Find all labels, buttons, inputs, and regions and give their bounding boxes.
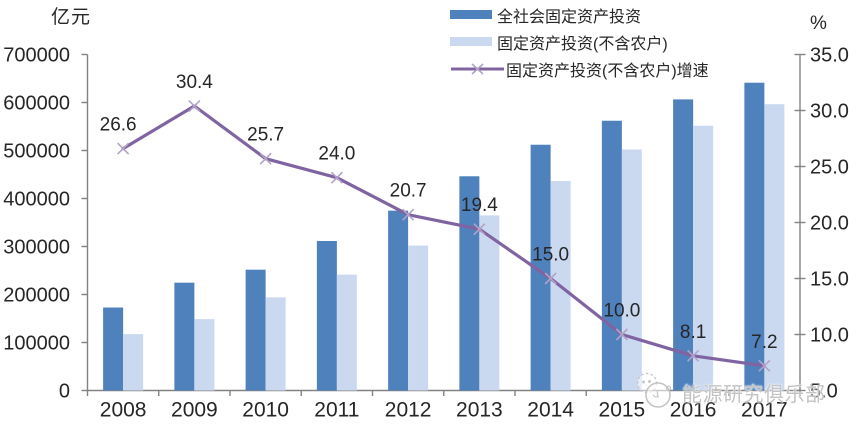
growth-data-label: 30.4 — [176, 72, 213, 93]
right-axis-tick-label: 35.0 — [810, 45, 849, 67]
growth-data-label: 7.2 — [751, 332, 777, 353]
legend-item-total-investment: 全社会固定资产投资 — [450, 1, 709, 28]
x-marker-icon — [402, 208, 415, 221]
x-marker-icon — [758, 359, 771, 372]
x-axis-label: 2011 — [314, 399, 359, 422]
growth-data-label: 24.0 — [318, 144, 355, 165]
bar-total — [601, 120, 622, 391]
x-axis-label: 2017 — [741, 399, 788, 422]
bar-ex-rural — [336, 274, 357, 391]
left-axis-tick-label: 0 — [59, 381, 70, 403]
bar-total — [103, 307, 124, 391]
right-axis-tick-label: 5.0 — [810, 381, 838, 403]
bar-ex-rural — [693, 125, 714, 391]
left-axis-tick-label: 700000 — [3, 45, 70, 67]
bar-ex-rural — [621, 149, 642, 391]
bar-ex-rural — [764, 104, 785, 391]
x-axis-label: 2012 — [385, 399, 432, 422]
bar-series-total — [103, 82, 765, 391]
bar-total — [459, 176, 480, 391]
x-marker-icon — [615, 328, 628, 341]
bar-ex-rural — [265, 297, 286, 391]
x-axis-label: 2014 — [527, 399, 574, 422]
right-axis-tick-label: 15.0 — [810, 269, 849, 291]
x-marker-icon — [473, 223, 486, 236]
x-marker-icon — [188, 99, 201, 113]
bar-total — [245, 269, 266, 391]
left-axis-tick-label: 300000 — [3, 237, 70, 259]
bar-total — [388, 210, 409, 391]
legend-marker-growth-line-icon — [451, 62, 504, 75]
bar-total — [744, 82, 765, 391]
growth-line — [121, 104, 766, 368]
right-axis-tick-label: 10.0 — [810, 325, 849, 347]
left-axis-tick-label: 500000 — [3, 141, 70, 163]
legend-label-ex-rural-investment: 固定资产投资(不含农户) — [497, 35, 668, 53]
legend-item-ex-rural-investment: 固定资产投资(不含农户) — [450, 28, 709, 55]
growth-data-label: 15.0 — [532, 245, 569, 266]
bar-ex-rural — [194, 319, 215, 391]
x-axis-label: 2008 — [100, 399, 147, 422]
left-axis-tick-label: 600000 — [3, 93, 70, 115]
legend-label-total-investment: 全社会固定资产投资 — [497, 8, 642, 26]
growth-data-label: 26.6 — [100, 115, 137, 136]
bar-total — [673, 99, 694, 391]
left-axis-tick-label: 100000 — [3, 333, 70, 355]
growth-data-label: 25.7 — [247, 125, 284, 146]
right-axis-tick-label: 30.0 — [810, 101, 849, 123]
growth-line-markers — [117, 99, 771, 372]
bar-ex-rural — [408, 245, 429, 391]
bar-ex-rural — [123, 334, 144, 391]
x-marker-icon — [117, 142, 130, 155]
right-axis-title: % — [810, 13, 827, 34]
left-axis-tick-label: 400000 — [3, 189, 70, 211]
bar-series-ex-rural — [123, 104, 785, 391]
left-axis-title: 亿元 — [51, 7, 92, 28]
growth-data-label: 20.7 — [390, 181, 427, 202]
right-axis-tick-label: 25.0 — [810, 157, 849, 179]
legend-marker-ex-rural-bar-icon — [450, 37, 492, 46]
bar-total — [174, 282, 195, 391]
x-marker-icon — [330, 171, 343, 184]
legend-item-growth-line: 固定资产投资(不含农户)增速 — [450, 55, 709, 82]
x-axis-label: 2010 — [242, 399, 289, 422]
legend-label-growth-line: 固定资产投资(不含农户)增速 — [506, 62, 709, 80]
x-marker-icon — [687, 349, 700, 362]
growth-data-label: 8.1 — [680, 322, 706, 343]
x-marker-icon — [544, 272, 557, 285]
right-axis-tick-label: 20.0 — [810, 213, 849, 235]
growth-data-label: 10.0 — [603, 301, 640, 322]
bar-total — [316, 240, 337, 391]
growth-data-label: 19.4 — [461, 195, 498, 216]
legend: 全社会固定资产投资 固定资产投资(不含农户) 固定资产投资(不含农户)增速 — [450, 1, 709, 82]
x-axis-label: 2009 — [171, 399, 218, 422]
x-axis-label: 2013 — [456, 399, 503, 422]
legend-marker-total-bar-icon — [450, 10, 492, 19]
x-axis-label: 2015 — [599, 399, 646, 422]
bar-ex-rural — [479, 215, 500, 391]
left-axis-tick-label: 200000 — [3, 285, 70, 307]
bar-total — [530, 144, 551, 391]
x-axis-label: 2016 — [670, 399, 717, 422]
x-marker-icon — [259, 152, 272, 165]
